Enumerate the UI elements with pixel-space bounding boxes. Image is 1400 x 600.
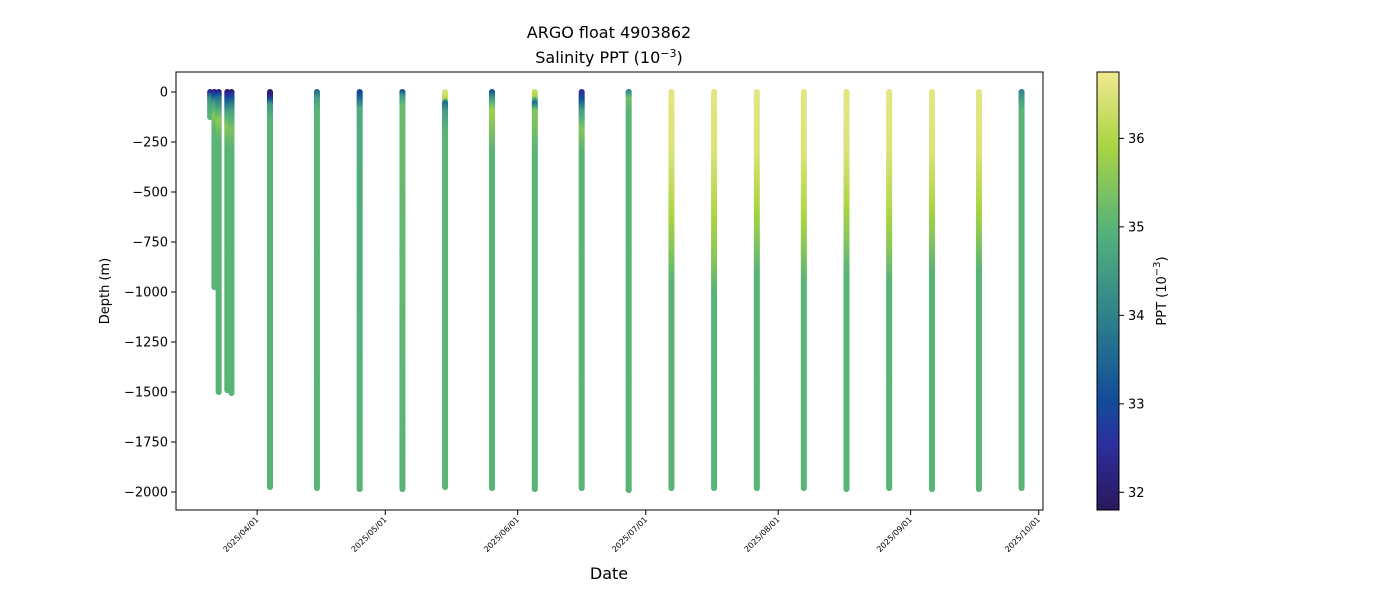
profile-2025-04-15 bbox=[313, 89, 320, 491]
data-point bbox=[228, 390, 235, 396]
chart-subtitle: Salinity PPT (10−3) bbox=[535, 47, 683, 67]
profile-2025-05-15 bbox=[442, 89, 449, 490]
profile-2025-05-05 bbox=[399, 89, 406, 492]
profile-2025-06-05 bbox=[531, 89, 538, 492]
data-point bbox=[313, 485, 320, 491]
plot-area: 0−250−500−750−1000−1250−1500−1750−2000 2… bbox=[124, 71, 1044, 554]
profile-markers bbox=[207, 89, 1025, 493]
profile-2025-06-27 bbox=[625, 89, 632, 493]
data-point bbox=[531, 486, 538, 492]
data-point bbox=[267, 484, 273, 490]
profile-2025-03-23 bbox=[215, 89, 222, 395]
profile-2025-04-04 bbox=[267, 89, 273, 490]
data-point bbox=[356, 486, 363, 492]
data-point bbox=[399, 486, 406, 492]
chart-title: ARGO float 4903862 bbox=[527, 23, 691, 42]
data-point bbox=[215, 389, 222, 395]
data-point bbox=[625, 487, 632, 493]
profile-2025-06-16 bbox=[578, 89, 585, 491]
data-point bbox=[578, 485, 585, 491]
profile-2025-04-25 bbox=[356, 89, 363, 492]
data-point bbox=[442, 484, 449, 490]
profile-2025-03-26 bbox=[228, 89, 235, 396]
profile-2025-07-07 bbox=[668, 89, 675, 491]
profile-2025-05-26 bbox=[489, 89, 495, 491]
data-point bbox=[489, 485, 495, 491]
